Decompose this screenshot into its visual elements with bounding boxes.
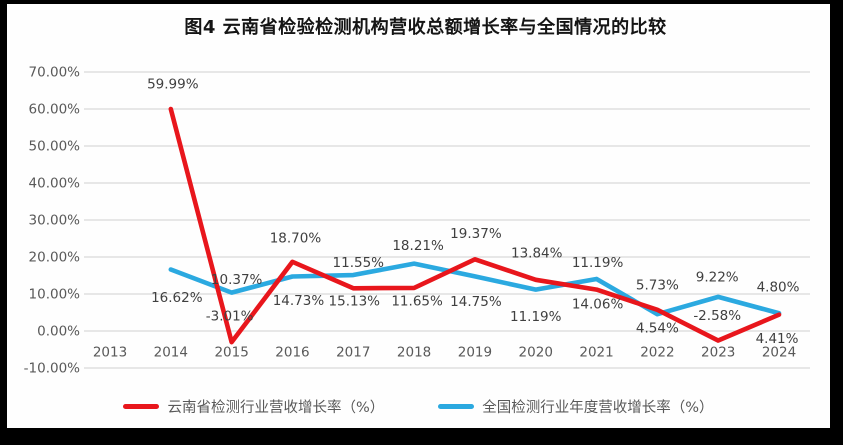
x-tick-label: 2022 [640,345,674,361]
chart-legend: 云南省检测行业营收增长率（%） 全国检测行业年度营收增长率（%） [7,396,830,417]
y-tick-label: 30.00% [29,213,81,229]
x-tick-label: 2024 [762,345,796,361]
x-tick-label: 2014 [154,345,188,361]
x-tick-label: 2018 [397,345,431,361]
data-label: 14.73% [273,293,325,309]
y-tick-label: 50.00% [29,139,81,155]
legend-item-national: 全国检测行业年度营收增长率（%） [438,396,714,417]
y-tick-label: 20.00% [29,250,81,266]
red-line-swatch [123,404,160,409]
x-tick-label: 2016 [275,345,309,361]
y-tick-label: -10.00% [24,361,81,377]
y-tick-label: 40.00% [29,176,81,192]
data-label: -2.58% [693,308,741,324]
data-label: 14.75% [450,294,502,310]
data-label: 16.62% [151,290,203,306]
y-tick-label: 60.00% [29,102,81,118]
chart-panel: 70.00% 60.00% 50.00% 40.00% 30.00% 20.00% 10.0… [7,4,830,428]
data-label: 13.84% [511,245,563,261]
data-label: 11.65% [391,293,443,309]
x-tick-label: 2015 [214,345,248,361]
y-tick-label: 10.00% [29,287,81,303]
yunnan-series-line [168,106,782,345]
chart-title: 图4 云南省检验检测机构营收总额增长率与全国情况的比较 [184,17,667,38]
x-tick-label: 2021 [579,345,613,361]
data-label: 10.37% [211,272,263,288]
x-tick-label: 2020 [519,345,553,361]
y-tick-label: 70.00% [29,65,81,81]
data-label: 5.73% [636,277,679,293]
data-label: 11.19% [510,309,562,325]
data-label: 11.19% [572,255,624,271]
data-label: -3.01% [206,309,254,325]
data-label: 59.99% [147,77,199,93]
data-label: 4.54% [636,321,679,337]
data-label: 9.22% [696,269,739,285]
x-tick-label: 2017 [336,345,370,361]
legend-label-yunnan: 云南省检测行业营收增长率（%） [167,400,385,416]
data-label: 14.06% [572,296,624,312]
data-label: 15.13% [329,294,381,310]
data-label: 4.41% [756,331,799,347]
data-label: 19.37% [450,226,502,242]
data-label: 11.55% [333,255,385,271]
y-tick-label: 0.00% [37,324,80,340]
data-label: 18.70% [270,230,322,246]
legend-label-national: 全国检测行业年度营收增长率（%） [482,400,714,416]
blue-line-swatch [438,404,475,409]
legend-item-yunnan: 云南省检测行业营收增长率（%） [123,396,384,417]
x-tick-label: 2013 [93,345,127,361]
data-label: 4.80% [757,280,800,296]
line-chart: 70.00% 60.00% 50.00% 40.00% 30.00% 20.00% 10.0… [24,65,810,377]
x-tick-label: 2023 [701,345,735,361]
data-label: 18.21% [392,238,444,254]
national-series-line [168,261,782,317]
x-tick-label: 2019 [458,345,492,361]
